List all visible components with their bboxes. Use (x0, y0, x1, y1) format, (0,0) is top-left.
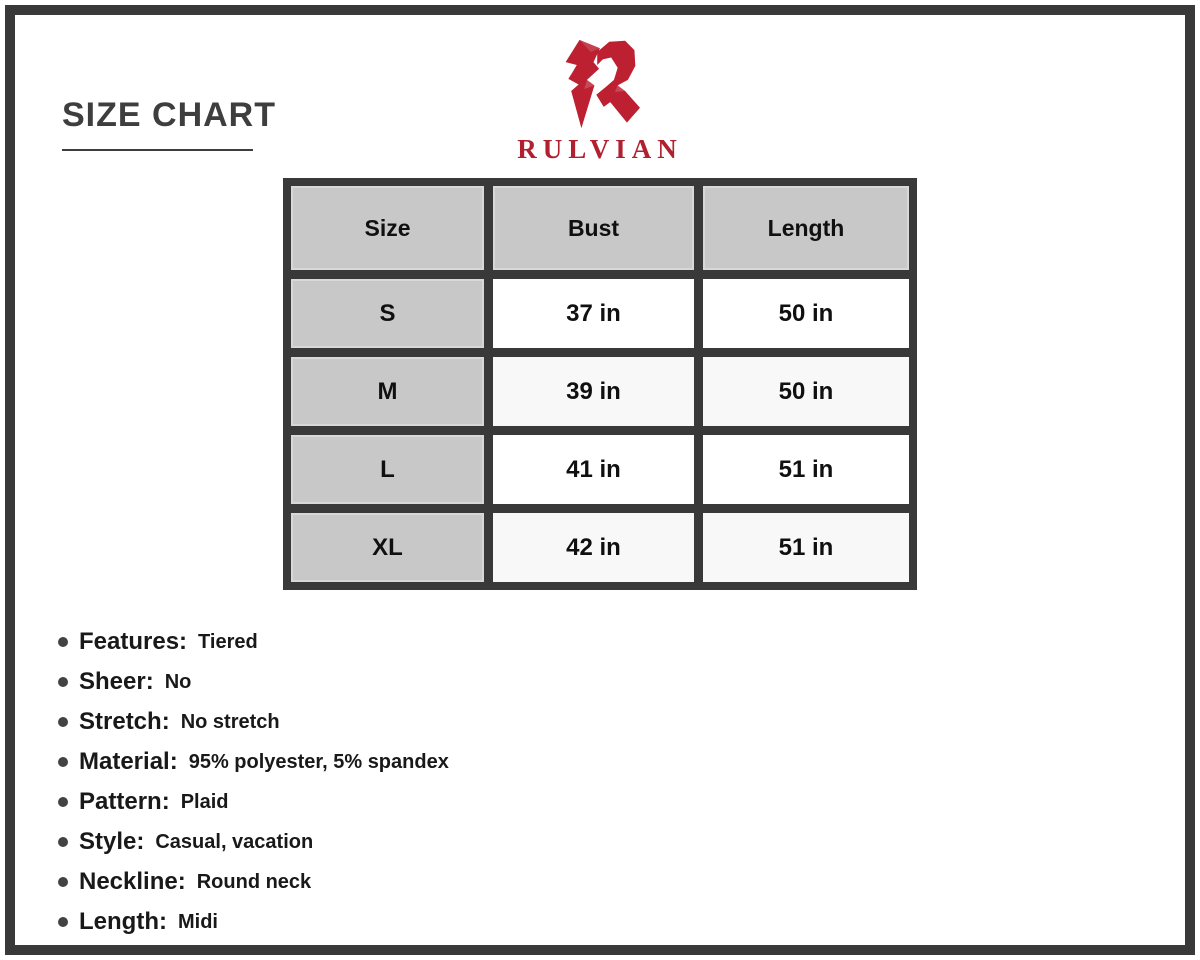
detail-value: Casual, vacation (155, 830, 314, 853)
table-header-bust: Bust (493, 186, 694, 270)
table-cell-xl-length: 51 in (703, 513, 909, 582)
table-cell-s-size: S (291, 279, 484, 348)
bullet-icon (58, 757, 68, 767)
detail-item-features: Features: Tiered (58, 622, 449, 662)
table-cell-l-size: L (291, 435, 484, 504)
detail-item-neckline: Neckline: Round neck (58, 862, 449, 902)
bullet-icon (58, 917, 68, 927)
detail-value: No (164, 670, 192, 693)
detail-value: Round neck (196, 870, 312, 893)
product-details-list: Features: Tiered Sheer: No Stretch: No stretc… (58, 622, 449, 942)
table-cell-l-bust: 41 in (493, 435, 694, 504)
detail-value: Tiered (198, 630, 258, 653)
detail-label: Material: (79, 748, 178, 775)
page-title: SIZE CHART (62, 96, 276, 134)
table-cell-m-size: M (291, 357, 484, 426)
detail-label: Stretch: (79, 708, 170, 735)
table-cell-m-length: 50 in (703, 357, 909, 426)
bullet-icon (58, 877, 68, 887)
brand-name: RULVIAN (517, 134, 683, 164)
bullet-icon (58, 637, 68, 647)
detail-label: Length: (79, 908, 167, 935)
table-cell-xl-size: XL (291, 513, 484, 582)
detail-label: Pattern: (79, 788, 170, 815)
title-block: SIZE CHART (62, 96, 276, 151)
detail-value: Midi (177, 910, 218, 933)
bullet-icon (58, 837, 68, 847)
detail-label: Style: (79, 828, 145, 855)
detail-label: Features: (79, 628, 188, 655)
table-header-size: Size (291, 186, 484, 270)
bullet-icon (58, 717, 68, 727)
detail-item-style: Style: Casual, vacation (58, 822, 449, 862)
detail-label: Sheer: (79, 668, 154, 695)
table-cell-s-bust: 37 in (493, 279, 694, 348)
table-cell-l-length: 51 in (703, 435, 909, 504)
detail-item-pattern: Pattern: Plaid (58, 782, 449, 822)
table-cell-m-bust: 39 in (493, 357, 694, 426)
title-underline (62, 149, 253, 151)
rulvian-r-logo-icon (565, 39, 640, 129)
bullet-icon (58, 797, 68, 807)
detail-value: 95% polyester, 5% spandex (188, 750, 449, 773)
detail-value: No stretch (180, 710, 280, 733)
table-header-length: Length (703, 186, 909, 270)
table-cell-s-length: 50 in (703, 279, 909, 348)
bullet-icon (58, 677, 68, 687)
brand-logo: RULVIAN (0, 38, 1200, 165)
detail-item-sheer: Sheer: No (58, 662, 449, 702)
table-cell-xl-bust: 42 in (493, 513, 694, 582)
detail-item-length: Length: Midi (58, 902, 449, 942)
detail-value: Plaid (180, 790, 229, 813)
detail-label: Neckline: (79, 868, 186, 895)
detail-item-material: Material: 95% polyester, 5% spandex (58, 742, 449, 782)
size-table: Size Bust Length S 37 in 50 in M 39 in 50 in L 41 … (283, 178, 917, 590)
detail-item-stretch: Stretch: No stretch (58, 702, 449, 742)
